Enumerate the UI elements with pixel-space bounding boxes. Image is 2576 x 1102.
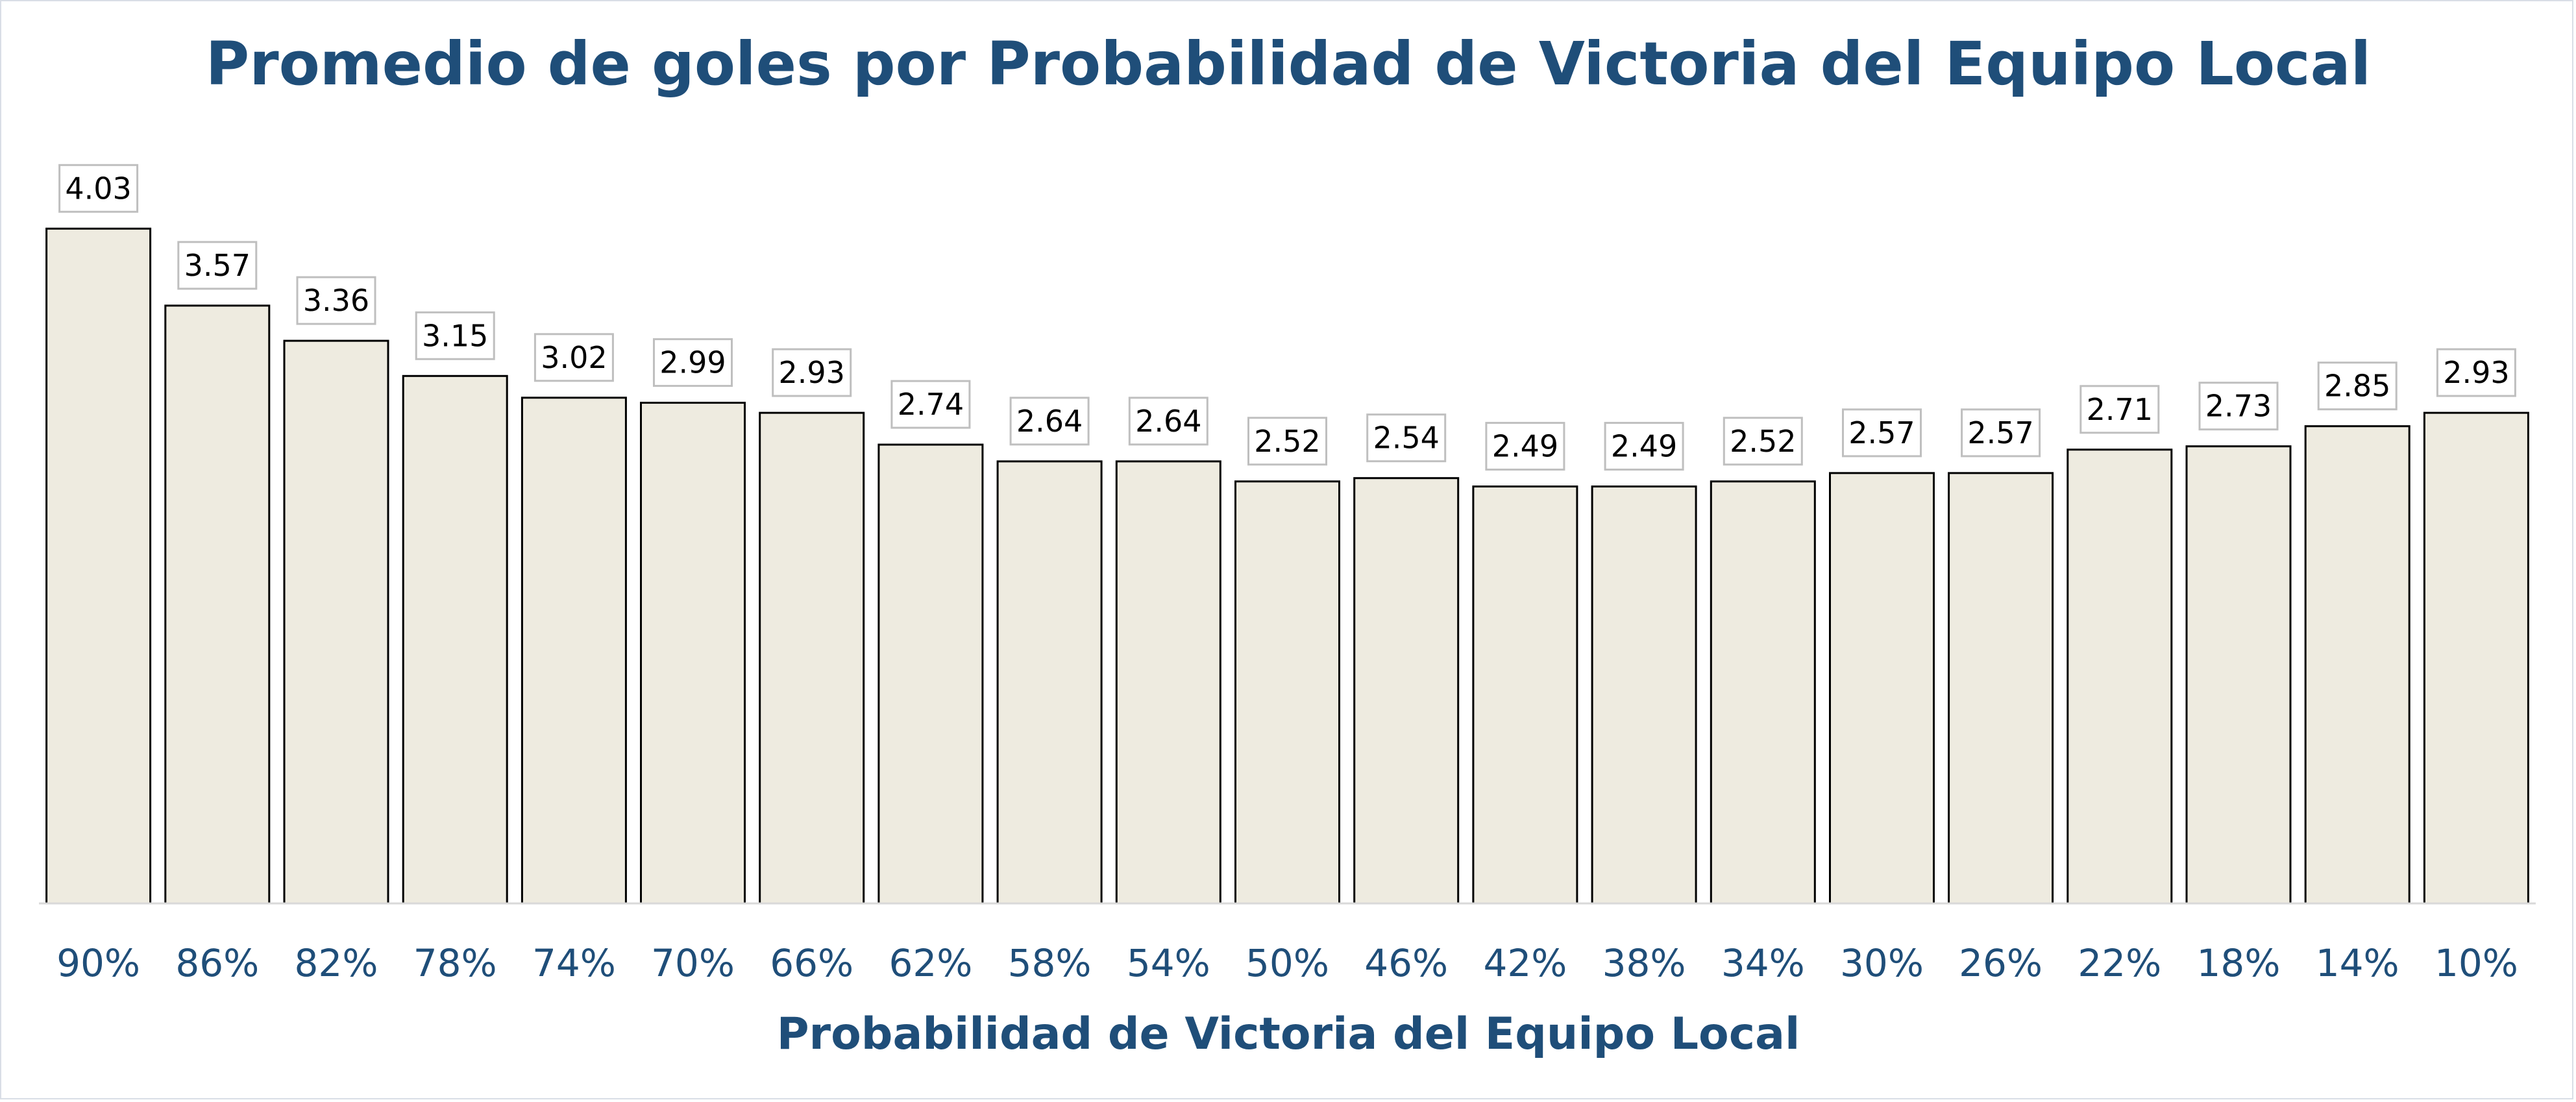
data-label-box	[1961, 408, 2041, 458]
data-label: 3.02	[541, 340, 607, 375]
data-label-box	[58, 164, 139, 213]
data-label-box	[890, 380, 971, 429]
bar-90pct	[45, 227, 152, 905]
data-label-box	[296, 276, 376, 325]
data-label-box	[2436, 348, 2516, 397]
x-tick-label: 30%	[1840, 941, 1924, 985]
data-label: 2.93	[778, 355, 844, 390]
data-label: 2.74	[898, 387, 964, 422]
bar-34pct	[1710, 480, 1816, 905]
bar-50pct	[1234, 480, 1340, 905]
bar-26pct	[1948, 472, 2054, 905]
data-labels-layer: 4.03 3.57 3.36 3.15 3.02 2.99 2.93 2.74 2.64 2.64…	[58, 164, 2516, 471]
x-tick-label: 46%	[1364, 941, 1448, 985]
data-label-box	[1009, 397, 1090, 446]
data-label-box	[1247, 417, 1327, 466]
x-tick-label: 22%	[2078, 941, 2161, 985]
data-label: 2.85	[2324, 369, 2390, 404]
x-tick-label: 90%	[56, 941, 140, 985]
bar-54pct	[1115, 460, 1221, 905]
data-label: 3.36	[303, 283, 369, 318]
bar-74pct	[521, 397, 627, 905]
data-label: 2.52	[1254, 424, 1320, 459]
x-tick-label: 34%	[1721, 941, 1805, 985]
data-label: 4.03	[65, 171, 131, 206]
x-tick-label: 78%	[413, 941, 497, 985]
bar-14pct	[2304, 425, 2410, 905]
x-tick-label: 58%	[1008, 941, 1092, 985]
x-tick-label: 54%	[1127, 941, 1210, 985]
x-tick-label: 62%	[889, 941, 972, 985]
chart-title: Promedio de goles por Probabilidad de Vi…	[206, 29, 2371, 99]
data-label: 2.64	[1016, 404, 1083, 439]
x-tick-label: 66%	[770, 941, 853, 985]
data-label: 2.93	[2443, 355, 2509, 390]
data-label-box	[1723, 417, 1803, 466]
bar-46pct	[1353, 477, 1460, 905]
data-label: 2.57	[1967, 415, 2033, 450]
data-label-box	[1485, 422, 1565, 471]
x-tick-label: 74%	[532, 941, 616, 985]
data-label-box	[772, 348, 852, 397]
bar-82pct	[283, 339, 389, 905]
data-label-box	[2317, 361, 2398, 411]
x-tick-label: 86%	[175, 941, 259, 985]
x-tick-label: 14%	[2316, 941, 2399, 985]
x-tick-label: 42%	[1483, 941, 1567, 985]
bar-62pct	[877, 443, 984, 905]
data-label-box	[534, 333, 614, 382]
bar-42pct	[1472, 485, 1578, 905]
bar-30pct	[1829, 472, 1935, 905]
x-tick-label: 18%	[2197, 941, 2281, 985]
x-tick-label: 50%	[1245, 941, 1329, 985]
x-tick-label: 38%	[1602, 941, 1686, 985]
x-tick-label: 26%	[1959, 941, 2042, 985]
data-label-box	[177, 241, 258, 290]
bar-22pct	[2067, 448, 2173, 905]
data-label: 2.49	[1492, 429, 1558, 464]
x-tick-label: 82%	[295, 941, 378, 985]
bar-38pct	[1591, 485, 1697, 905]
data-label-box	[1604, 422, 1684, 471]
bars-layer	[45, 227, 2529, 905]
x-tick-labels-layer: 90% 86% 82% 78% 74% 70% 66% 62% 58% 54% 50% 46% 42% 3…	[56, 941, 2518, 985]
data-label-box	[1366, 413, 1447, 463]
data-label: 2.99	[659, 345, 726, 380]
data-label-box	[1842, 408, 1922, 458]
x-tick-label: 70%	[651, 941, 735, 985]
data-label: 2.52	[1730, 424, 1796, 459]
data-label: 2.64	[1135, 404, 1201, 439]
bar-18pct	[2185, 445, 2292, 905]
data-label-box	[1128, 397, 1208, 446]
data-label-box	[415, 311, 495, 360]
bar-10pct	[2423, 411, 2529, 905]
data-label-box	[2079, 385, 2160, 434]
data-label: 2.71	[2087, 392, 2153, 427]
bar-86pct	[164, 304, 271, 905]
x-axis-title: Probabilidad de Victoria del Equipo Loca…	[777, 1009, 1800, 1060]
bar-66pct	[759, 411, 865, 905]
data-label: 2.57	[1848, 415, 1915, 450]
data-label-box	[2198, 382, 2279, 431]
data-label: 2.73	[2205, 389, 2272, 424]
x-tick-label: 10%	[2435, 941, 2518, 985]
data-label: 2.49	[1611, 429, 1677, 464]
data-label: 3.15	[422, 318, 488, 353]
data-label: 2.54	[1373, 421, 1439, 456]
data-label: 3.57	[184, 248, 251, 283]
bar-70pct	[640, 402, 746, 905]
bar-78pct	[402, 374, 508, 905]
bar-58pct	[996, 460, 1103, 905]
data-label-box	[653, 338, 733, 387]
